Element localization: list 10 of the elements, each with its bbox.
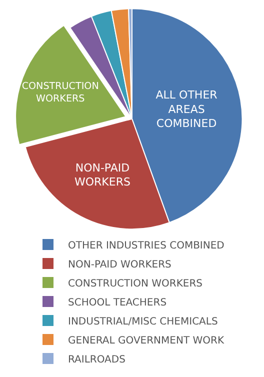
text: CONSTRUCTION WORKERS	[22, 80, 99, 104]
legend-label: CONSTRUCTION WORKERS	[68, 278, 203, 290]
legend-label: NON-PAID WORKERS	[68, 259, 172, 270]
legend-label: OTHER INDUSTRIES COMBINED	[68, 240, 225, 252]
legend-label: RAILROADS	[68, 354, 126, 366]
legend-label: SCHOOL TEACHERS	[68, 297, 167, 308]
text: NON-PAID WORKERS	[74, 161, 130, 189]
legend-label: INDUSTRIAL/MISC CHEMICALS	[68, 316, 218, 328]
text: ALL OTHER AREAS COMBINED	[156, 88, 218, 130]
legend-label: GENERAL GOVERNMENT WORK	[68, 335, 224, 346]
